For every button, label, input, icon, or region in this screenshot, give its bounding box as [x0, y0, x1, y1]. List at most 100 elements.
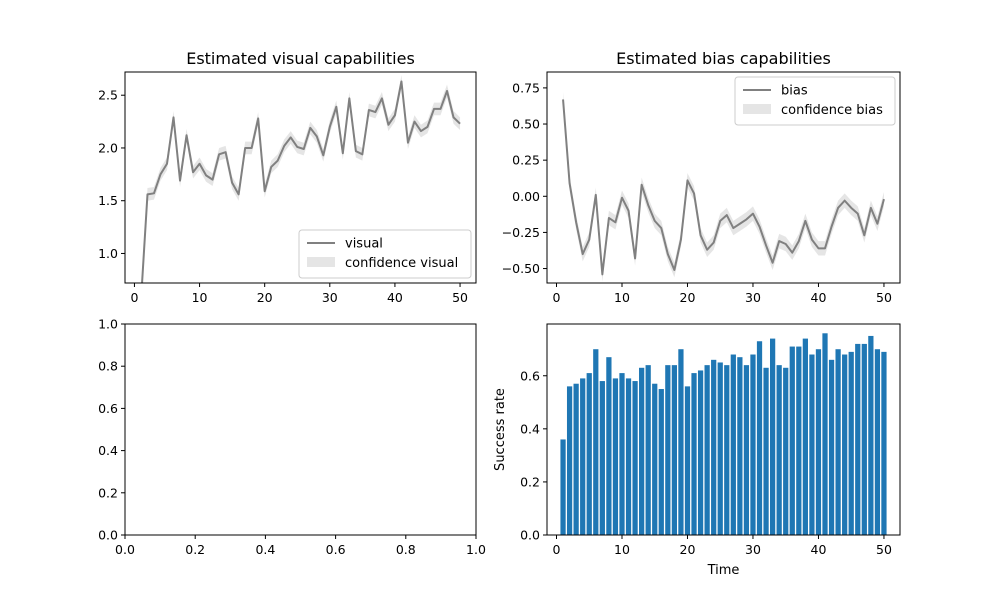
y-tick-label: −0.50 [502, 261, 540, 276]
bias-capabilities-panel: 0 10 20 30 40 50 −0.50 −0.25 0.00 0.25 0.50 0.75 Est… [502, 49, 901, 305]
legend-box [734, 76, 896, 126]
chart-title: Estimated visual capabilities [186, 49, 415, 68]
bar [776, 365, 782, 535]
bar [566, 386, 573, 535]
y-tick-label: 0.0 [520, 528, 540, 543]
axes-frame [546, 71, 901, 284]
legend-box [298, 229, 472, 279]
y-tick-label: 0.25 [512, 153, 540, 168]
bar [711, 359, 717, 535]
bar [665, 365, 671, 535]
bar [632, 381, 638, 535]
y-tick-label: 0.6 [98, 401, 118, 416]
bar [835, 349, 841, 535]
x-tick-label: 20 [257, 290, 273, 305]
y-tick-label: 0.8 [98, 359, 118, 374]
x-tick-label: 30 [322, 290, 338, 305]
y-tick-label: 2.5 [98, 88, 118, 103]
bar [796, 346, 802, 535]
bar [730, 354, 736, 535]
legend-band-swatch [743, 104, 771, 114]
x-tick-label: 1.0 [466, 542, 486, 557]
legend: bias confidence bias [734, 76, 896, 126]
empty-panel: 0.0 0.2 0.4 0.6 0.8 1.0 0.0 0.2 0.4 0.6 0.8 1.0 [98, 317, 486, 558]
bar [881, 351, 887, 535]
bar [789, 346, 795, 535]
legend-label-band: confidence bias [781, 103, 883, 118]
x-tick-label: 0 [553, 290, 561, 305]
series-line [562, 99, 885, 276]
bar [802, 338, 808, 535]
axes-frame [546, 323, 901, 536]
y-tick-label: 0.0 [98, 528, 118, 543]
bar [697, 370, 704, 535]
bar [770, 338, 776, 535]
bar [724, 365, 730, 535]
bar [855, 343, 861, 535]
bar [586, 373, 592, 535]
x-tick-label: 50 [876, 542, 892, 557]
bar [619, 373, 625, 535]
x-tick-label: 0.2 [185, 542, 205, 557]
y-tick-label: 0.75 [512, 80, 540, 95]
bar [717, 362, 723, 535]
legend-label-band: confidence visual [345, 256, 458, 271]
bar [580, 378, 586, 535]
legend-label-line: bias [781, 84, 808, 99]
y-tick-label: −0.25 [502, 225, 540, 240]
x-tick-label: 0 [130, 290, 138, 305]
bar [809, 354, 815, 535]
x-tick-label: 40 [811, 290, 827, 305]
x-tick-label: 0.0 [115, 542, 135, 557]
bar [593, 349, 599, 535]
y-tick-label: 0.4 [520, 421, 540, 436]
x-axis-label: Time [707, 563, 740, 578]
y-tick-label: 0.6 [520, 368, 540, 383]
bar [671, 365, 677, 535]
y-tick-label: 0.4 [98, 443, 118, 458]
x-tick-label: 20 [680, 290, 696, 305]
y-tick-label: 0.2 [98, 485, 118, 500]
bar [861, 343, 867, 535]
bar [756, 341, 763, 535]
chart-title: Estimated bias capabilities [616, 49, 831, 68]
x-tick-label: 40 [811, 542, 827, 557]
bar [606, 357, 612, 535]
bar [639, 367, 645, 535]
bar [868, 335, 874, 535]
bar [743, 365, 750, 535]
bar [678, 349, 684, 535]
plot-area [562, 92, 885, 282]
bar [625, 378, 632, 535]
axes-frame [124, 71, 477, 284]
bar [848, 351, 854, 535]
x-tick-label: 0.6 [326, 542, 346, 557]
y-tick-label: 1.0 [98, 317, 118, 332]
x-tick-label: 40 [387, 290, 403, 305]
x-tick-label: 0.8 [396, 542, 416, 557]
y-tick-label: 1.5 [98, 193, 118, 208]
y-tick-label: 2.0 [98, 140, 118, 155]
y-tick-label: 0.00 [512, 189, 540, 204]
bar [822, 333, 828, 535]
plot-area [141, 75, 461, 283]
y-tick-label: 0.2 [520, 474, 540, 489]
bar [815, 349, 822, 535]
x-tick-label: 10 [192, 290, 208, 305]
x-tick-label: 30 [745, 290, 761, 305]
visual-capabilities-panel: 0 10 20 30 40 50 1.0 1.5 2.0 2.5 Estimated visual … [98, 49, 477, 305]
legend-band-swatch [307, 257, 335, 267]
x-tick-label: 10 [614, 290, 630, 305]
bar [737, 357, 743, 535]
bar [573, 383, 579, 535]
x-tick-label: 20 [680, 542, 696, 557]
legend: visual confidence visual [298, 229, 472, 279]
bar [652, 383, 658, 535]
bar [750, 354, 756, 535]
bar [828, 359, 835, 535]
bar [612, 378, 619, 535]
bar [599, 381, 605, 535]
bar [763, 367, 769, 535]
x-tick-label: 50 [876, 290, 892, 305]
